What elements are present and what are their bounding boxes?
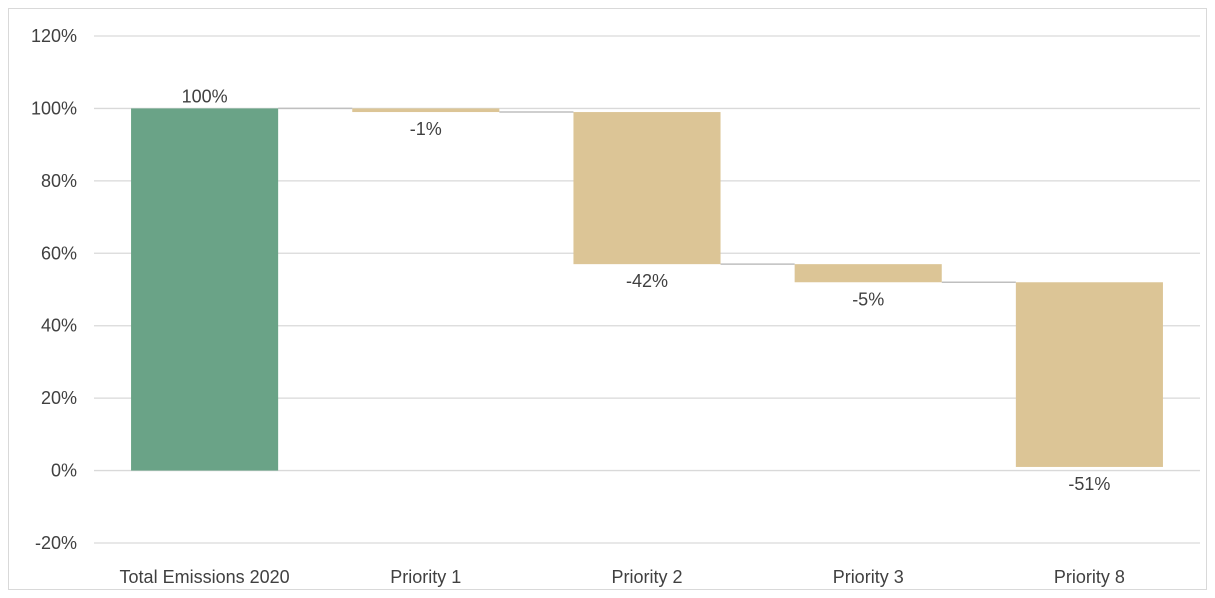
- y-tick-label: 60%: [41, 243, 77, 263]
- y-tick-label: 40%: [41, 316, 77, 336]
- bar: [131, 108, 279, 471]
- y-tick-label: 20%: [41, 388, 77, 408]
- y-tick-label: -20%: [35, 533, 77, 553]
- data-label: -42%: [626, 271, 668, 291]
- data-label: -5%: [852, 289, 884, 309]
- category-label: Priority 3: [833, 567, 904, 587]
- y-tick-label: 100%: [31, 98, 77, 118]
- bar: [573, 112, 721, 265]
- y-tick-label: 80%: [41, 171, 77, 191]
- data-label: -1%: [410, 119, 442, 139]
- y-axis-ticks: -20% 0% 20% 40% 60% 80% 100% 120%: [31, 26, 77, 553]
- y-tick-label: 120%: [31, 26, 77, 46]
- y-tick-label: 0%: [51, 461, 77, 481]
- category-label: Priority 8: [1054, 567, 1125, 587]
- connector-lines: [278, 107, 1016, 284]
- bar: [1015, 282, 1163, 467]
- bar: [794, 264, 942, 283]
- category-label: Priority 1: [390, 567, 461, 587]
- bar: [352, 108, 500, 113]
- data-label: -51%: [1068, 474, 1110, 494]
- data-labels: 100% -1% -42% -5% -51%: [182, 86, 1111, 494]
- data-label: 100%: [182, 86, 228, 106]
- category-label: Priority 2: [611, 567, 682, 587]
- category-label: Total Emissions 2020: [120, 567, 290, 587]
- category-labels: Total Emissions 2020 Priority 1 Priority 2…: [120, 567, 1125, 587]
- bars: [131, 108, 1163, 471]
